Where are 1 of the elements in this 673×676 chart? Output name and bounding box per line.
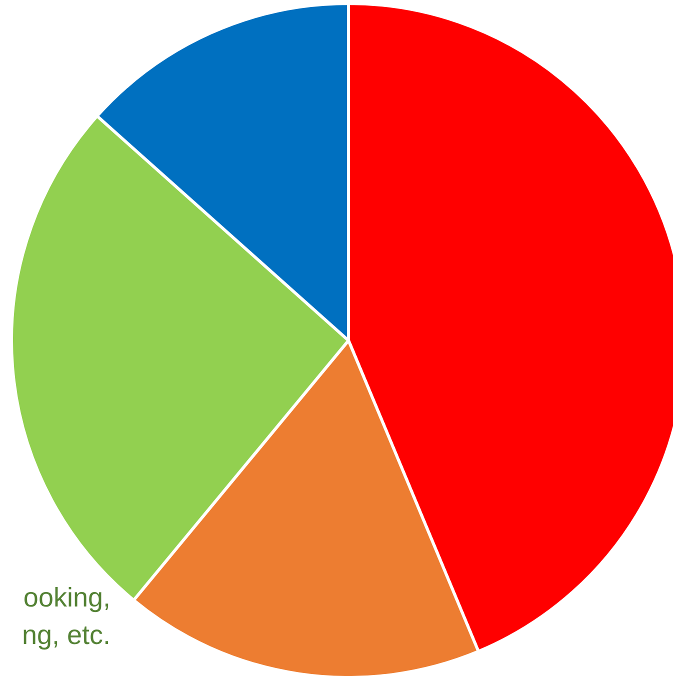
text: ooking, ng, etc. (22, 582, 111, 650)
